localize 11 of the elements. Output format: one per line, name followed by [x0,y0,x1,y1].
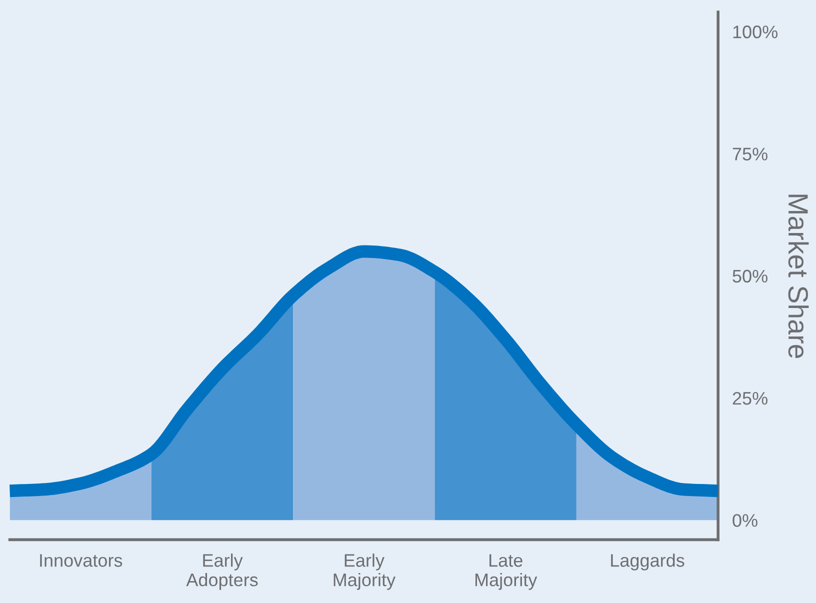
x-tick-label: Early Majority [334,554,396,590]
y-tick-label: 0% [732,514,758,527]
x-tick-label: Late Majority [475,554,538,590]
y-tick-label: 100% [733,26,778,38]
x-tick-label: Innovators [40,554,122,567]
y-axis-title: Market Share [788,194,809,358]
x-tick-label: Early Adopters [186,554,258,590]
x-tick-label: Laggards [611,554,684,570]
y-tick-label: 25% [732,392,768,405]
y-tick-label: 50% [732,270,768,283]
y-tick-label: 75% [732,148,768,160]
